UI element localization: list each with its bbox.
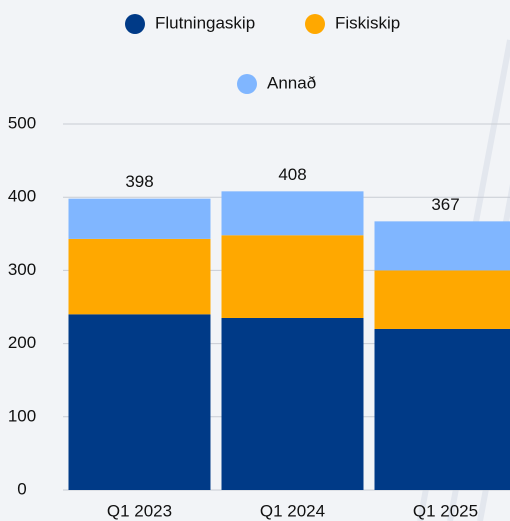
legend-label: Flutningaskip [155, 13, 255, 32]
legend-swatch [305, 14, 325, 34]
x-tick-label: Q1 2024 [260, 501, 325, 520]
bar-segment [374, 328, 510, 490]
bar-segment [68, 314, 211, 490]
y-tick-label: 100 [8, 406, 36, 425]
total-label: 367 [431, 195, 459, 214]
bar-segment [68, 238, 211, 315]
bar-segment [221, 235, 364, 318]
total-label: 398 [125, 172, 153, 191]
bar-segment [221, 317, 364, 490]
bar-segment [221, 191, 364, 236]
bar-segment [68, 198, 211, 239]
y-tick-label: 300 [8, 260, 36, 279]
bar-segment [374, 221, 510, 271]
y-tick-label: 400 [8, 187, 36, 206]
y-tick-label: 200 [8, 333, 36, 352]
legend-swatch [125, 14, 145, 34]
y-tick-label: 500 [8, 113, 36, 132]
legend-swatch [237, 74, 257, 94]
total-label: 408 [278, 165, 306, 184]
legend-label: Fiskiskip [335, 13, 400, 32]
y-tick-label: 0 [17, 479, 26, 498]
x-tick-label: Q1 2025 [413, 501, 478, 520]
x-tick-label: Q1 2023 [107, 501, 172, 520]
legend-label: Annað [267, 73, 316, 92]
bar-segment [374, 270, 510, 329]
